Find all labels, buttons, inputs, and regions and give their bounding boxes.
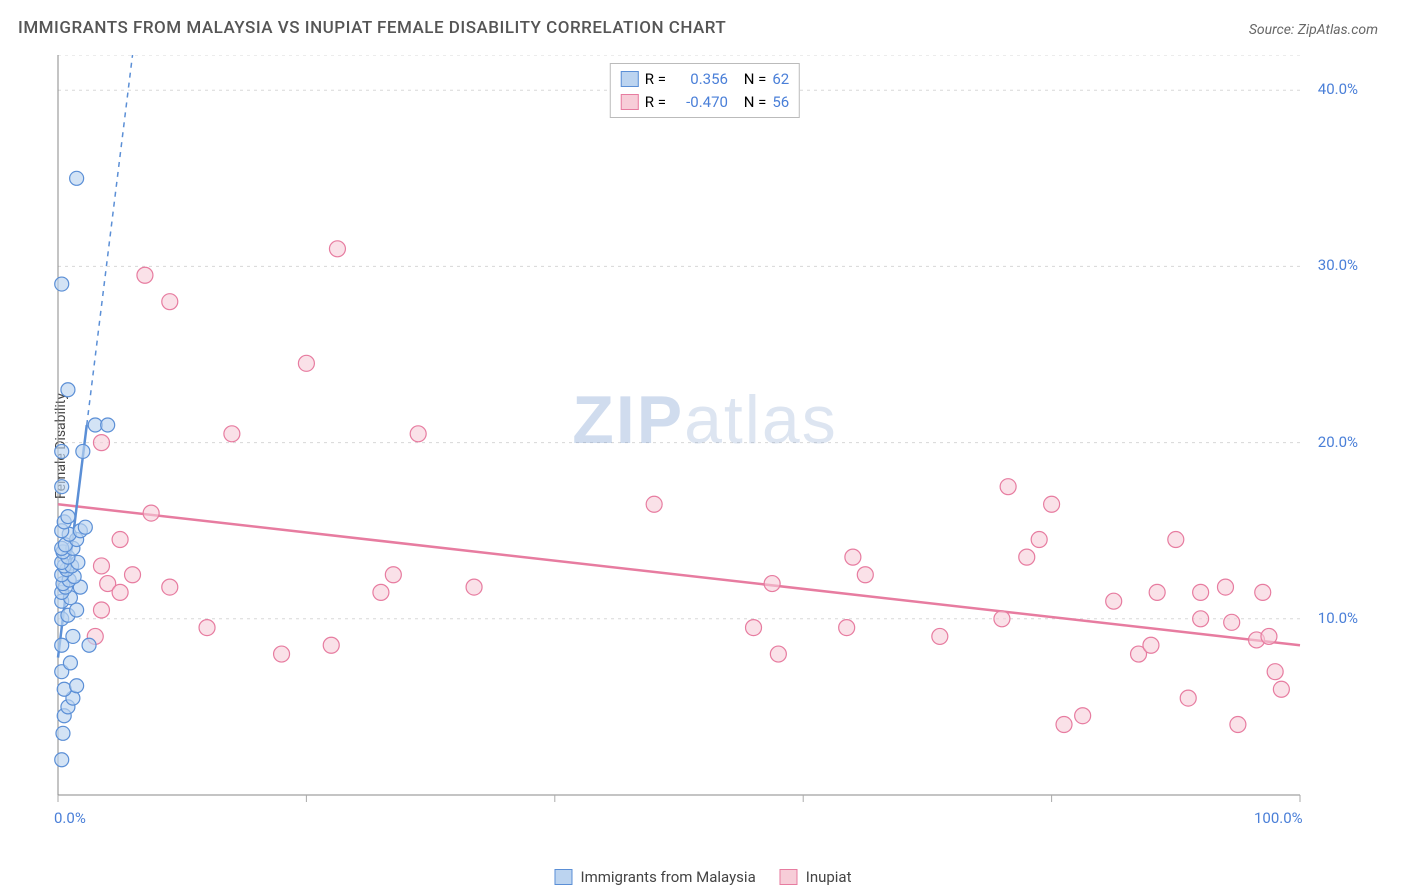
source-attribution: Source: ZipAtlas.com	[1249, 22, 1378, 38]
y-tick-label: 30.0%	[1298, 256, 1358, 274]
correlation-legend: R = 0.356 N = 62 R = -0.470 N = 56	[610, 63, 800, 118]
x-tick-label: 0.0%	[54, 809, 86, 827]
n-value-inupiat: 56	[772, 91, 789, 114]
legend-label-inupiat: Inupiat	[806, 868, 852, 886]
x-tick-label: 100.0%	[1254, 809, 1303, 827]
legend-row-malaysia: R = 0.356 N = 62	[621, 68, 789, 91]
n-label: N =	[744, 91, 767, 114]
y-tick-label: 20.0%	[1298, 433, 1358, 451]
r-value-inupiat: -0.470	[672, 91, 728, 114]
y-tick-label: 10.0%	[1298, 609, 1358, 627]
n-value-malaysia: 62	[772, 68, 789, 91]
scatter-plot-svg	[50, 55, 1360, 815]
n-label: N =	[744, 68, 767, 91]
r-value-malaysia: 0.356	[672, 68, 728, 91]
swatch-inupiat	[621, 94, 639, 110]
legend-row-inupiat: R = -0.470 N = 56	[621, 91, 789, 114]
y-tick-label: 40.0%	[1298, 80, 1358, 98]
legend-item-malaysia: Immigrants from Malaysia	[554, 868, 755, 886]
r-label: R =	[645, 68, 666, 91]
chart-title: IMMIGRANTS FROM MALAYSIA VS INUPIAT FEMA…	[18, 18, 726, 38]
series-legend: Immigrants from Malaysia Inupiat	[554, 868, 851, 886]
r-label: R =	[645, 91, 666, 114]
swatch-inupiat-icon	[780, 869, 798, 885]
swatch-malaysia-icon	[554, 869, 572, 885]
swatch-malaysia	[621, 71, 639, 87]
legend-label-malaysia: Immigrants from Malaysia	[580, 868, 755, 886]
chart-area: ZIPatlas R = 0.356 N = 62 R = -0.470 N =…	[50, 55, 1360, 815]
legend-item-inupiat: Inupiat	[780, 868, 852, 886]
